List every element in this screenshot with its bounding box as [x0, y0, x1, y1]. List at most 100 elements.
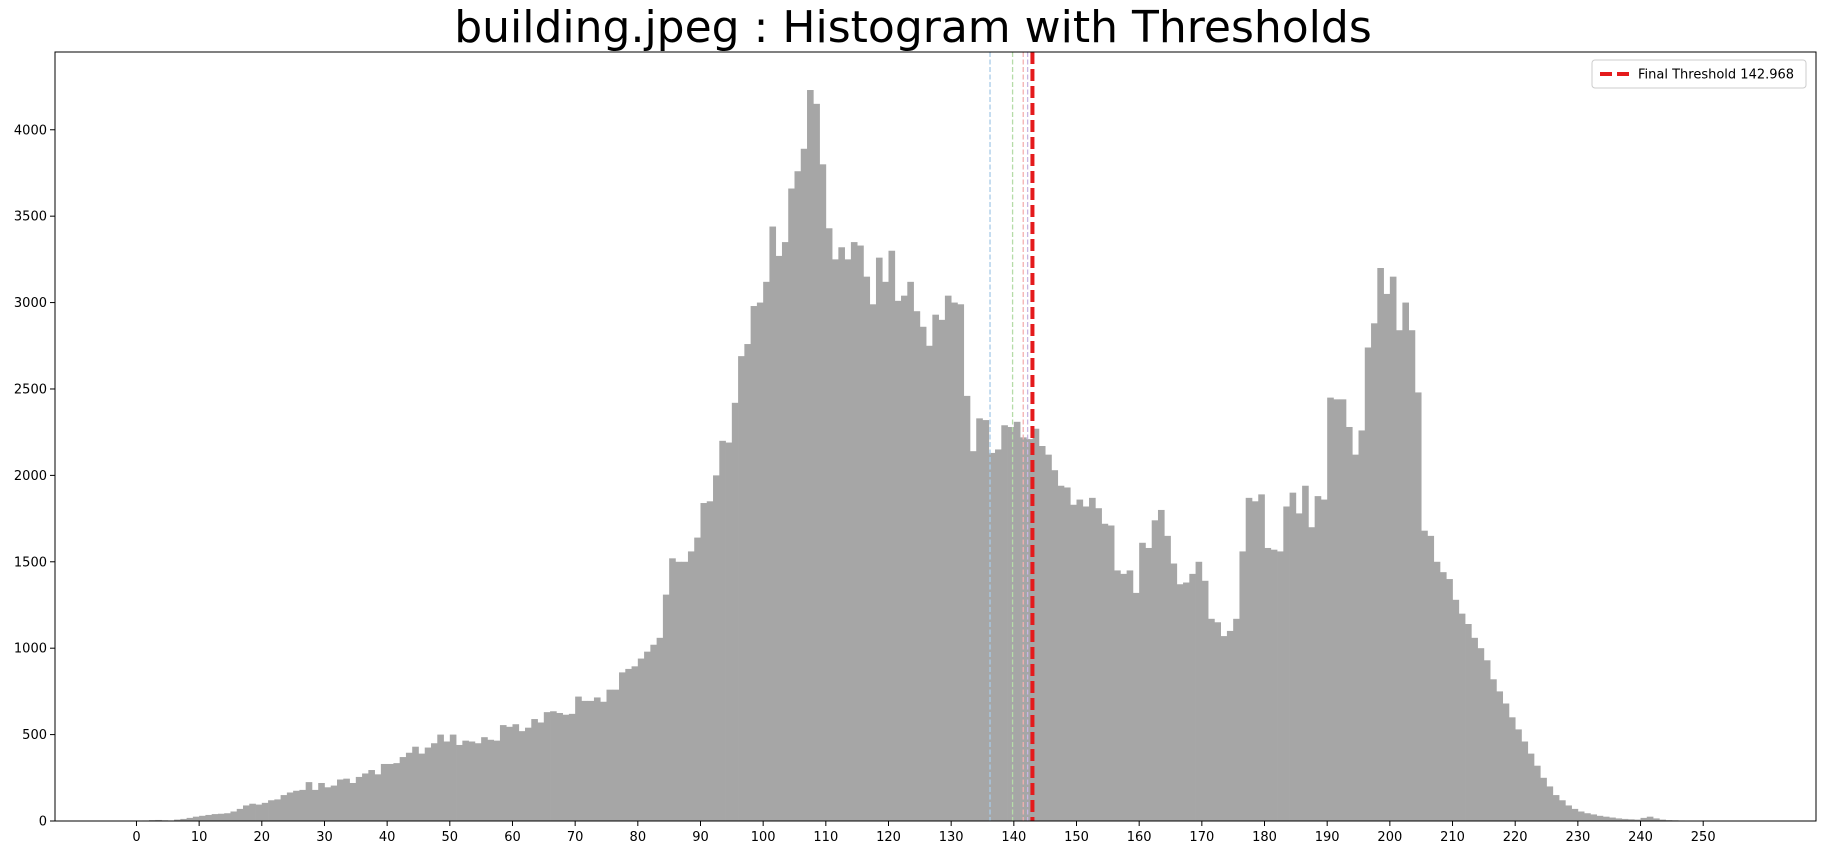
histogram-bar [687, 551, 695, 821]
histogram-bar [644, 651, 651, 821]
histogram-bar [568, 713, 576, 821]
plot-frame [54, 51, 1817, 822]
histogram-bar [1577, 811, 1585, 821]
histogram-bar [869, 304, 877, 821]
x-tick-label: 30 [316, 830, 333, 845]
histogram-bar [813, 103, 820, 821]
histogram-bar [894, 300, 902, 821]
histogram-bar [1270, 549, 1278, 821]
histogram-bar [1289, 492, 1297, 821]
histogram-bar [1408, 330, 1416, 821]
histogram-bar [919, 326, 927, 821]
histogram-bar [368, 770, 375, 821]
histogram-bar [1277, 551, 1284, 821]
x-tick-label: 110 [813, 830, 838, 845]
x-tick-label: 220 [1503, 830, 1528, 845]
histogram-bar [1314, 496, 1322, 821]
histogram-bar [1183, 582, 1190, 821]
histogram-bar [211, 814, 219, 821]
y-tick-label: 1000 [14, 642, 47, 657]
histogram-bar [1076, 499, 1084, 821]
histogram-bar [543, 712, 551, 821]
histogram-bar [675, 561, 683, 821]
histogram-bar [932, 314, 939, 821]
histogram-bar [355, 776, 363, 821]
histogram-bar [199, 815, 206, 821]
histogram-bar [1233, 618, 1240, 821]
histogram-bar [951, 302, 958, 822]
histogram-bar [261, 802, 269, 821]
histogram-bar [788, 188, 795, 821]
histogram-bar [1226, 630, 1234, 821]
histogram-bar [976, 418, 983, 821]
histogram-bar [944, 295, 952, 822]
histogram-bar [180, 818, 187, 821]
histogram-bar [1114, 570, 1121, 821]
histogram-bar [1364, 347, 1372, 821]
histogram-bar [1439, 572, 1447, 821]
x-tick-label: 200 [1377, 830, 1402, 845]
histogram-bar [1239, 551, 1247, 821]
histogram-bar [781, 242, 789, 821]
x-tick-label: 140 [1001, 830, 1026, 845]
histogram-bar [1051, 470, 1059, 821]
histogram-bar [969, 451, 977, 821]
histogram-bar [763, 281, 770, 822]
histogram-bar [487, 739, 495, 821]
histogram-bar [1245, 497, 1253, 821]
histogram-bar [1584, 813, 1591, 821]
histogram-bar [1458, 613, 1466, 821]
histogram-bar [205, 814, 213, 821]
histogram-bars [136, 90, 1723, 822]
histogram-bar [1521, 741, 1529, 821]
histogram-bar [1195, 561, 1203, 821]
histogram-bar [756, 302, 764, 822]
legend: Final Threshold 142.968 [1591, 59, 1807, 89]
histogram-bar [412, 746, 419, 821]
histogram-bar [926, 345, 933, 821]
histogram-bar [186, 817, 194, 821]
histogram-bar [1621, 818, 1629, 821]
histogram-bar [280, 795, 288, 821]
histogram-bar [1490, 679, 1497, 821]
histogram-bar [1433, 561, 1441, 821]
legend-label: Final Threshold 142.968 [1638, 68, 1794, 83]
histogram-bar [1251, 501, 1259, 821]
histogram-bar [330, 785, 338, 821]
histogram-bar [625, 668, 632, 821]
y-tick-label: 2500 [14, 382, 47, 397]
histogram-bar [1634, 819, 1641, 821]
histogram-bar [437, 734, 444, 821]
histogram-bar [1383, 293, 1391, 821]
histogram-bar [1020, 437, 1027, 821]
histogram-bar [192, 816, 200, 821]
histogram-bar [1057, 485, 1065, 821]
histogram-bar [1220, 636, 1228, 821]
histogram-bar [850, 242, 858, 821]
histogram-bar [1377, 268, 1384, 821]
histogram-bar [343, 778, 350, 821]
histogram-bar [606, 689, 614, 821]
histogram-bar [493, 740, 501, 821]
histogram-bar [1515, 729, 1522, 821]
histogram-bar [431, 743, 438, 821]
x-tick-label: 70 [567, 830, 584, 845]
histogram-bar [324, 787, 332, 821]
histogram-bar [794, 171, 802, 821]
histogram-bar [456, 744, 463, 821]
histogram-bar [995, 449, 1002, 821]
y-tick-label: 0 [39, 815, 47, 830]
histogram-bar [274, 799, 281, 821]
x-tick-label: 50 [442, 830, 459, 845]
histogram-bar [1646, 816, 1654, 821]
histogram-bar [1477, 648, 1485, 821]
histogram-bar [982, 420, 990, 821]
histogram-bar [474, 743, 482, 821]
y-tick-label: 3500 [14, 210, 47, 225]
histogram-bar [681, 561, 689, 821]
histogram-bar [1170, 563, 1178, 821]
histogram-bar [1333, 399, 1341, 821]
histogram-bar [1302, 485, 1309, 821]
y-tick-label: 2000 [14, 469, 47, 484]
histogram-bar [387, 763, 394, 821]
